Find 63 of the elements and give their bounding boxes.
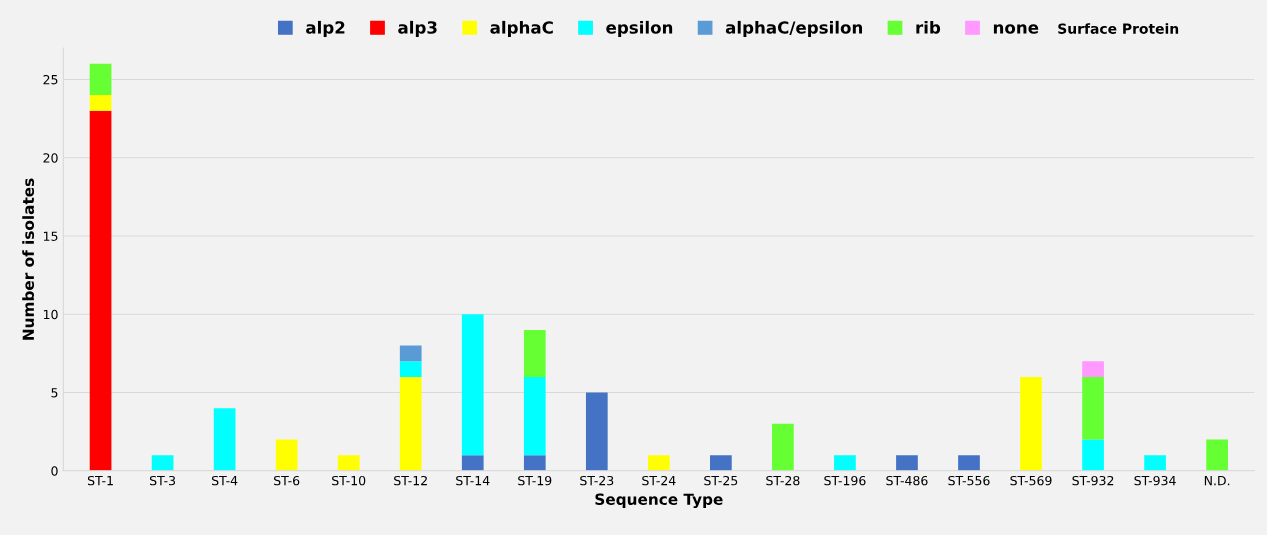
legend-label: alp2 [306,20,345,38]
legend-label: alp3 [398,20,437,38]
x-tick-label: ST-24 [642,475,676,486]
legend-label: none [993,24,1039,34]
bar [1082,439,1104,471]
bar [151,455,174,471]
x-tick-label: ST-14 [456,475,490,486]
x-tick-label: N.D. [1204,476,1230,486]
x-tick-label: ST-556 [948,475,990,486]
x-axis-title: Sequence Type [595,493,723,509]
bar [89,95,112,111]
y-tick-label: 5 [51,388,58,398]
bar [213,408,236,471]
bar [647,455,670,471]
x-tick-label: ST-23 [580,475,614,486]
bar [461,455,484,471]
legend-label: alphaC/epsilon [725,20,863,38]
x-tick-label: ST-6 [274,475,300,486]
bar [958,455,980,471]
x-tick-label: ST-10 [332,475,366,486]
x-tick-label: ST-934 [1134,475,1176,486]
bar [523,376,546,456]
bar [523,329,546,377]
x-tick-label: ST-4 [212,475,238,486]
legend-label: alphaC [490,20,553,38]
bar [399,345,422,362]
bar [1144,455,1166,471]
bar [1206,439,1228,471]
bar [523,455,546,471]
bar [1082,376,1104,440]
x-tick-label: ST-932 [1072,475,1114,486]
x-tick-label: ST-1 [87,475,113,486]
y-tick-label: 15 [43,231,58,241]
bar [461,314,484,456]
bar [772,423,794,471]
bar [399,361,422,377]
x-tick-label: ST-19 [518,475,552,486]
bar [834,455,856,471]
bar [275,439,298,471]
bar [896,455,918,471]
bar [1082,361,1104,377]
y-tick-label: 0 [51,466,58,476]
legend-label: rib [916,20,941,34]
legend-title: Surface Protein [1058,23,1179,34]
bar [399,376,422,471]
bar [89,63,112,96]
x-tick-label: ST-569 [1010,475,1052,486]
x-tick-label: ST-25 [704,475,738,486]
y-tick-label: 20 [43,153,58,163]
bar [1020,376,1042,471]
x-tick-label: ST-12 [394,475,427,486]
x-tick-label: ST-486 [886,475,928,486]
x-tick-label: ST-196 [824,475,866,486]
bar [710,455,732,471]
x-tick-label: ST-3 [149,475,176,486]
y-tick-label: 10 [43,309,58,320]
bar [585,392,608,471]
x-tick-label: ST-28 [766,475,800,486]
y-axis-title: Number of isolates [22,178,35,340]
bar [337,455,360,471]
bar [89,110,112,471]
legend-label: epsilon [606,20,673,38]
y-tick-label: 25 [43,74,58,85]
